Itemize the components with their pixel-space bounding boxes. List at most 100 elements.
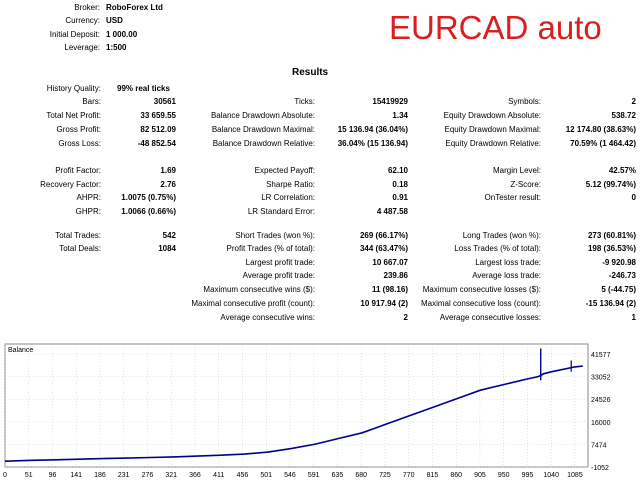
overlay-title: EURCAD auto	[389, 9, 602, 46]
header-label: Initial Deposit:	[49, 30, 100, 39]
y-tick-label: 41577	[591, 352, 611, 359]
col1-label: AHPR:	[76, 193, 101, 202]
col3-label: Maximal consecutive loss (count):	[420, 299, 541, 308]
col3-label: OnTester result:	[484, 193, 541, 202]
x-tick-label: 141	[70, 472, 82, 479]
col2-label: Expected Payoff:	[254, 166, 315, 175]
x-tick-label: 680	[355, 472, 367, 479]
y-tick-label: 16000	[591, 420, 611, 427]
col2-value: 10 917.94 (2)	[360, 299, 408, 308]
x-tick-label: 860	[450, 472, 462, 479]
col2-value: 36.04% (15 136.94)	[337, 139, 408, 148]
col3-label: Equity Drawdown Maximal:	[444, 125, 541, 134]
col2-value: 0.91	[392, 193, 408, 202]
col3-value: 5 (-44.75)	[601, 285, 636, 294]
col2-value: 4 487.58	[376, 207, 408, 216]
x-tick-label: 186	[94, 472, 106, 479]
history-quality-label: History Quality:	[46, 84, 101, 93]
col3-label: Equity Drawdown Absolute:	[443, 111, 541, 120]
x-tick-label: 591	[308, 472, 320, 479]
col2-value: 1.34	[392, 111, 408, 120]
col3-value: 2	[631, 97, 636, 106]
x-tick-label: 1085	[567, 472, 583, 479]
col2-value: 10 667.07	[372, 258, 408, 267]
history-quality-value: 99% real ticks	[117, 84, 170, 93]
header-value: USD	[106, 16, 123, 25]
col3-value: 538.72	[611, 111, 636, 120]
col2-label: Balance Drawdown Absolute:	[210, 111, 315, 120]
col1-label: Recovery Factor:	[40, 180, 101, 189]
col1-label: Profit Factor:	[55, 166, 101, 175]
col3-label: Largest loss trade:	[475, 258, 541, 267]
x-tick-label: 276	[142, 472, 154, 479]
col3-value: 0	[631, 193, 636, 202]
col2-value: 269 (66.17%)	[359, 231, 408, 240]
x-tick-label: 456	[237, 472, 249, 479]
x-tick-label: 51	[25, 472, 33, 479]
col3-label: Equity Drawdown Relative:	[445, 139, 541, 148]
col1-value: -48 852.54	[137, 139, 176, 148]
col3-value: -15 136.94 (2)	[585, 299, 636, 308]
x-tick-label: 635	[332, 472, 344, 479]
results-title: Results	[292, 67, 329, 78]
col1-value: 30561	[153, 97, 176, 106]
col2-label: Largest profit trade:	[245, 258, 315, 267]
col3-value: 273 (60.81%)	[587, 231, 636, 240]
col2-value: 344 (63.47%)	[359, 244, 408, 253]
y-tick-label: -1052	[591, 465, 609, 472]
col2-value: 62.10	[387, 166, 408, 175]
col1-label: GHPR:	[75, 207, 101, 216]
col1-label: Total Net Profit:	[46, 111, 101, 120]
col3-value: 70.59% (1 464.42)	[570, 139, 636, 148]
col3-value: 198 (36.53%)	[587, 244, 636, 253]
col2-label: Maximal consecutive profit (count):	[191, 299, 315, 308]
col3-value: 12 174.80 (38.63%)	[565, 125, 636, 134]
col3-value: -246.73	[608, 271, 636, 280]
col1-value: 1.0075 (0.75%)	[121, 193, 176, 202]
balance-chart-svg: 0 51 96 141 186 231 276 321 366 411 456 501 546 591 63…	[3, 343, 611, 479]
col1-value: 1084	[158, 244, 176, 253]
col3-label: Loss Trades (% of total):	[454, 244, 541, 253]
col2-label: Sharpe Ratio:	[266, 180, 315, 189]
col3-label: Margin Level:	[492, 166, 541, 175]
col3-label: Long Trades (won %):	[462, 231, 541, 240]
col3-label: Average consecutive losses:	[439, 313, 541, 322]
col2-value: 15 136.94 (36.04%)	[337, 125, 408, 134]
x-tick-label: 1040	[543, 472, 559, 479]
header-label: Currency:	[65, 16, 100, 25]
col3-value: 1	[631, 313, 636, 322]
col2-value: 0.18	[392, 180, 408, 189]
col1-label: Total Trades:	[55, 231, 101, 240]
col3-label: Average loss trade:	[472, 271, 541, 280]
col2-label: Ticks:	[294, 97, 315, 106]
x-tick-label: 725	[379, 472, 391, 479]
col3-label: Z-Score:	[510, 180, 541, 189]
header-label: Broker:	[74, 3, 100, 12]
x-tick-label: 950	[498, 472, 510, 479]
col2-label: LR Correlation:	[261, 193, 315, 202]
x-tick-label: 411	[213, 472, 224, 479]
col1-value: 1.0066 (0.66%)	[121, 207, 176, 216]
col1-value: 33 659.55	[140, 111, 176, 120]
col1-label: Gross Profit:	[56, 125, 101, 134]
x-tick-label: 366	[189, 472, 201, 479]
col2-label: Balance Drawdown Maximal:	[211, 125, 315, 134]
col1-value: 82 512.09	[140, 125, 176, 134]
header-value: RoboForex Ltd	[106, 3, 163, 12]
chart-frame	[4, 343, 589, 468]
col1-label: Total Deals:	[59, 244, 101, 253]
col2-label: Profit Trades (% of total):	[226, 244, 315, 253]
col3-value: 5.12 (99.74%)	[585, 180, 636, 189]
col2-value: 11 (98.16)	[371, 285, 408, 294]
x-tick-label: 0	[3, 472, 7, 479]
x-tick-label: 321	[165, 472, 177, 479]
col2-label: Average consecutive wins:	[220, 313, 315, 322]
x-tick-label: 815	[427, 472, 439, 479]
y-tick-label: 24526	[591, 397, 611, 404]
y-tick-label: 33052	[591, 375, 611, 382]
header-value: 1 000.00	[106, 30, 138, 39]
header-value: 1:500	[106, 43, 127, 52]
col1-label: Bars:	[82, 97, 101, 106]
col3-value: -9 920.98	[602, 258, 636, 267]
col1-value: 542	[162, 231, 176, 240]
